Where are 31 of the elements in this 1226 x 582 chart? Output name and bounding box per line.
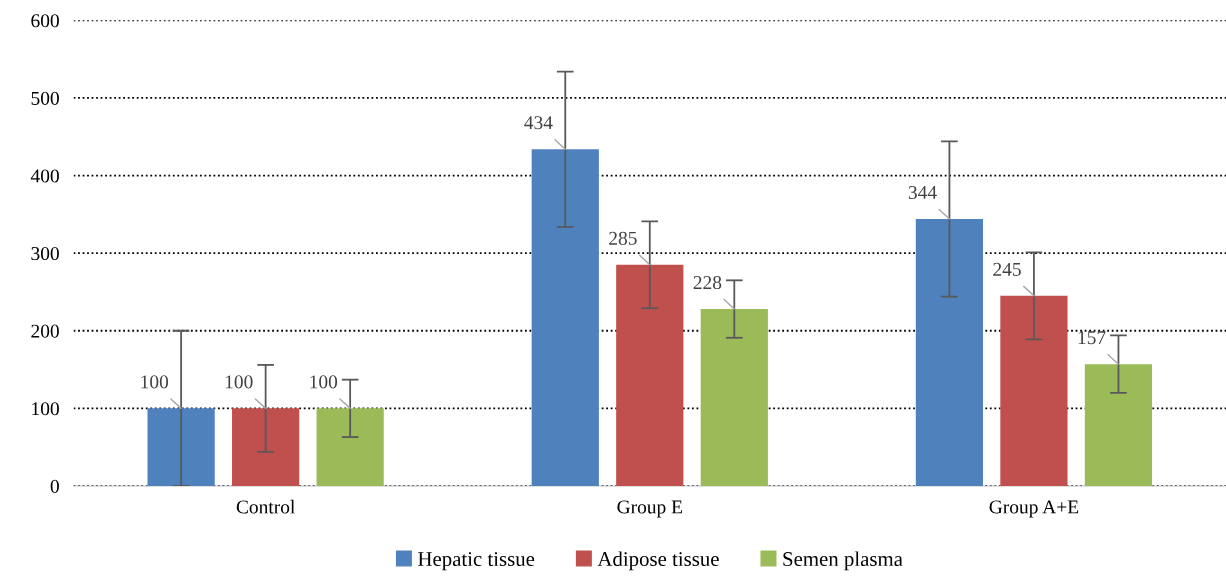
- x-tick-label: Group E: [617, 500, 683, 518]
- legend-label: Semen plasma: [783, 551, 903, 571]
- bar: [1084, 364, 1153, 486]
- bar: [1000, 295, 1068, 486]
- bar: [232, 408, 300, 486]
- bar: [316, 408, 384, 486]
- data-label: 245: [993, 262, 1021, 276]
- legend-label: Hepatic tissue: [418, 552, 535, 571]
- data-label: 100: [310, 375, 338, 389]
- y-tick-label: 0: [50, 479, 59, 493]
- bar: [915, 219, 984, 486]
- data-label: 100: [225, 375, 253, 389]
- y-tick-label: 600: [31, 14, 59, 28]
- data-label: 434: [524, 116, 553, 130]
- y-tick-label: 200: [31, 324, 59, 338]
- data-label: 344: [908, 185, 937, 200]
- y-tick-label: 100: [32, 402, 59, 416]
- y-tick-label: 400: [30, 169, 59, 183]
- data-label: 228: [693, 275, 722, 290]
- bar: [616, 264, 684, 486]
- x-tick-label: Control: [236, 499, 295, 514]
- x-tick-label: Group A+E: [989, 500, 1079, 518]
- bar: [700, 309, 768, 486]
- y-tick-label: 300: [31, 246, 59, 261]
- data-label: 100: [141, 375, 169, 389]
- legend-label: Adipose tissue: [597, 551, 719, 571]
- data-label: 157: [1078, 331, 1106, 345]
- bar: [531, 149, 599, 486]
- y-tick-label: 500: [31, 91, 59, 105]
- bar: [147, 408, 215, 486]
- data-label: 285: [609, 231, 637, 245]
